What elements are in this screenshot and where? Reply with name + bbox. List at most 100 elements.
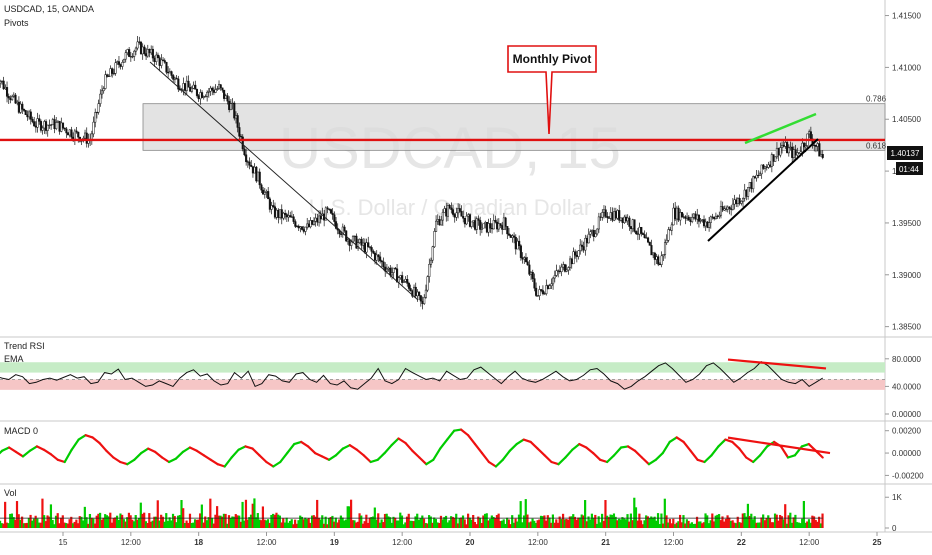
- price-candle: [199, 89, 202, 105]
- price-candle: [677, 205, 680, 222]
- price-candle: [577, 250, 580, 260]
- vol-bar: [584, 500, 587, 528]
- macd-segment: [487, 460, 497, 468]
- price-tick-label: 1.39500: [892, 219, 921, 228]
- macd-segment: [675, 436, 685, 443]
- vol-bar: [304, 517, 307, 528]
- price-candle: [95, 111, 98, 119]
- vol-bar: [522, 515, 526, 528]
- vol-bar: [819, 523, 822, 528]
- price-candle: [777, 147, 780, 162]
- price-candle: [482, 223, 485, 229]
- time-tick-label: 12:00: [392, 538, 413, 547]
- price-candle: [621, 217, 624, 229]
- vol-bar: [392, 516, 395, 528]
- vol-bar: [119, 513, 122, 528]
- vol-bar: [506, 517, 509, 528]
- price-candle: [650, 239, 653, 256]
- vol-bar: [280, 522, 283, 528]
- rsi-labels: Trend RSI EMA: [4, 341, 45, 364]
- price-candle: [565, 264, 568, 273]
- vol-bar: [407, 513, 410, 528]
- price-candle: [377, 254, 380, 263]
- vol-bar: [87, 523, 90, 528]
- vol-bar: [175, 522, 178, 528]
- chart-header: USDCAD, 15, OANDA Pivots: [4, 4, 94, 28]
- vol-bar: [336, 522, 339, 528]
- down-trendline: [149, 61, 419, 301]
- macd-segment: [800, 443, 810, 448]
- price-candle: [723, 205, 726, 211]
- vol-bar: [34, 515, 37, 528]
- price-candle: [582, 241, 585, 253]
- price-candle: [7, 93, 10, 104]
- price-candle: [645, 232, 648, 239]
- price-candle: [60, 117, 63, 133]
- vol-bar: [526, 514, 529, 528]
- macd-segment: [188, 446, 198, 452]
- vol-bar: [684, 523, 687, 528]
- price-candle: [170, 70, 173, 79]
- price-candle: [11, 94, 14, 101]
- price-candle: [648, 241, 651, 246]
- price-candle: [219, 84, 222, 91]
- vol-bar: [717, 514, 721, 528]
- vol-bar: [629, 513, 633, 528]
- price-candle: [435, 215, 438, 232]
- vol-bar: [580, 514, 583, 528]
- macd-segment: [279, 452, 289, 464]
- price-candle: [424, 284, 427, 299]
- price-candle: [307, 219, 310, 228]
- vol-bar: [670, 523, 673, 528]
- price-candle: [238, 122, 241, 140]
- price-candle: [312, 217, 316, 226]
- price-candle: [341, 223, 344, 238]
- last-price-value: 1.40137: [891, 149, 920, 158]
- vol-bar: [567, 519, 570, 528]
- vol-bar: [509, 524, 512, 528]
- macd-segment: [543, 454, 553, 464]
- last-price-badge: 1.40137 01:44: [887, 146, 923, 175]
- vol-bar: [682, 515, 685, 528]
- macd-segment: [91, 436, 101, 445]
- vol-bar: [734, 523, 738, 528]
- vol-bar: [724, 518, 727, 528]
- vol-bar: [602, 520, 605, 528]
- price-candle: [357, 238, 360, 251]
- vol-bar: [650, 516, 653, 528]
- macd-segment: [0, 449, 4, 455]
- vol-bar: [56, 513, 59, 528]
- price-candle: [518, 235, 521, 251]
- vol-bar: [226, 523, 229, 528]
- price-candle: [526, 256, 529, 266]
- price-candle: [207, 88, 210, 98]
- price-candle: [589, 229, 592, 239]
- price-candle: [102, 86, 105, 94]
- price-candle: [107, 74, 110, 77]
- vol-bar: [656, 513, 660, 528]
- vol-bar: [65, 523, 68, 528]
- price-candle: [26, 110, 29, 121]
- vol-bar: [753, 516, 756, 528]
- vol-bar: [555, 519, 558, 528]
- vol-bar: [319, 519, 322, 528]
- vol-bar: [414, 516, 417, 528]
- vol-bar: [623, 518, 626, 528]
- price-candle: [662, 254, 665, 262]
- vol-bar: [63, 522, 66, 528]
- macd-segment: [411, 449, 421, 459]
- vol-bar: [639, 520, 643, 528]
- price-candle: [145, 47, 148, 60]
- price-candle: [39, 119, 43, 133]
- price-candle: [36, 112, 39, 133]
- vol-bar: [372, 516, 375, 528]
- price-candle: [141, 43, 144, 60]
- price-candle: [372, 249, 375, 255]
- price-candle: [21, 101, 24, 115]
- vol-bar: [428, 515, 431, 528]
- vol-bar: [446, 522, 449, 528]
- price-candle: [370, 245, 373, 257]
- price-candle: [735, 197, 738, 208]
- vol-bar: [411, 520, 414, 528]
